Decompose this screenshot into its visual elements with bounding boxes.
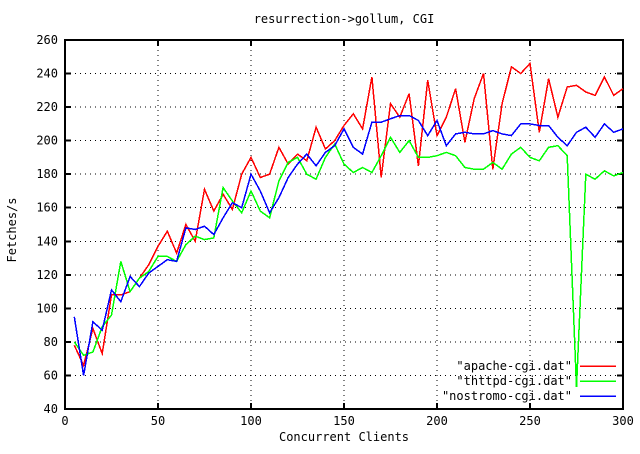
- x-tick-label: 250: [519, 414, 541, 428]
- y-tick-label: 260: [36, 33, 58, 47]
- x-axis-label: Concurrent Clients: [279, 430, 409, 444]
- y-tick-label: 240: [36, 67, 58, 81]
- x-tick-label: 100: [240, 414, 262, 428]
- series-line-thttpd-cgi: [73, 135, 624, 388]
- legend-label: "thttpd-cgi.dat": [456, 374, 572, 388]
- chart-title: resurrection->gollum, CGI: [254, 12, 435, 26]
- y-tick-label: 220: [36, 100, 58, 114]
- y-tick-label: 80: [44, 335, 58, 349]
- x-tick-label: 150: [333, 414, 355, 428]
- y-tick-label: 100: [36, 301, 58, 315]
- y-tick-label: 160: [36, 201, 58, 215]
- y-axis-label: Fetches/s: [5, 197, 19, 262]
- series-line-nostromo-cgi: [73, 114, 624, 376]
- y-tick-label: 140: [36, 234, 58, 248]
- x-tick-label: 200: [426, 414, 448, 428]
- legend-label: "nostromo-cgi.dat": [442, 389, 572, 403]
- x-tick-label: 0: [61, 414, 68, 428]
- x-tick-label: 50: [151, 414, 165, 428]
- chart-plot-area: 40 60 80 100 120 140 160 180 200 220 240 260 0 50 100 1…: [36, 33, 634, 428]
- y-tick-label: 200: [36, 134, 58, 148]
- y-tick-label: 180: [36, 167, 58, 181]
- y-tick-label: 40: [44, 402, 58, 416]
- x-tick-label: 300: [612, 414, 634, 428]
- legend-label: "apache-cgi.dat": [456, 359, 572, 373]
- series-line-apache-cgi: [73, 61, 624, 368]
- y-tick-label: 60: [44, 368, 58, 382]
- y-tick-label: 120: [36, 268, 58, 282]
